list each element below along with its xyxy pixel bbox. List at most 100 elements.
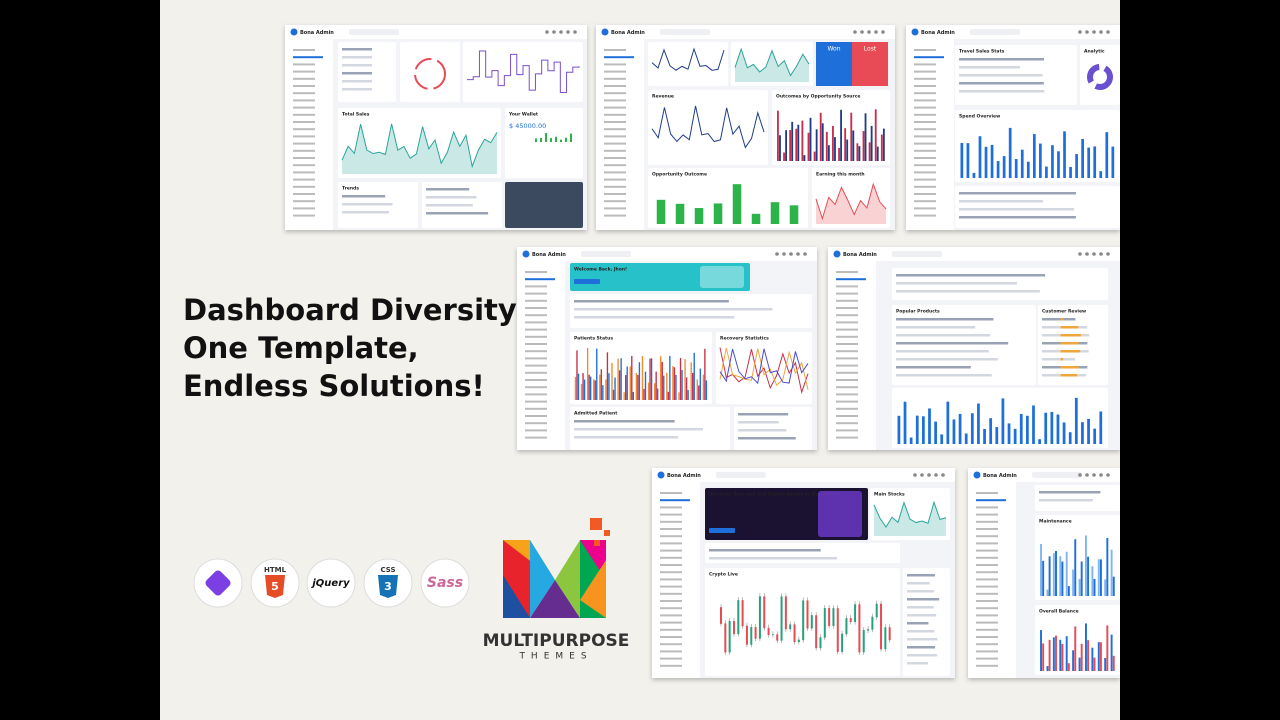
decor-bar xyxy=(832,125,834,161)
decor-bar xyxy=(1002,156,1006,178)
decor-candle xyxy=(776,634,779,641)
decor-bar xyxy=(663,375,665,400)
sidebar-item xyxy=(914,128,936,131)
sidebar-item xyxy=(914,193,936,195)
sidebar-item xyxy=(604,77,626,80)
decor-row xyxy=(959,192,1077,195)
sidebar-item xyxy=(525,299,547,302)
decor-candle xyxy=(720,607,722,624)
sidebar-item xyxy=(914,85,936,87)
decor-bar xyxy=(699,368,701,400)
brand-tagline: THEMES xyxy=(518,652,592,662)
decor-bar xyxy=(1104,657,1107,671)
decor-bar xyxy=(681,370,683,400)
decor-row xyxy=(896,274,1046,277)
sidebar-item xyxy=(836,379,858,381)
decor-bar xyxy=(1099,642,1102,671)
sidebar-item xyxy=(976,628,998,631)
sidebar-item xyxy=(660,492,682,494)
sidebar-item xyxy=(604,200,626,203)
decor-candle xyxy=(780,596,783,641)
decor-bar xyxy=(1075,154,1078,178)
decor-row xyxy=(342,72,372,75)
decor-bar xyxy=(1013,428,1017,444)
decor-bar xyxy=(582,373,584,400)
decor-bar xyxy=(614,377,616,400)
decor-bar xyxy=(602,385,604,400)
decor-candle xyxy=(771,634,774,636)
panel-title: Admitted Patient xyxy=(574,411,618,417)
decor-bar xyxy=(984,146,988,178)
decor-bar xyxy=(618,370,621,400)
dashboard-screenshot: Bona Admin Travel Sales Stats Analytic Spen… xyxy=(906,25,1120,230)
sidebar-item xyxy=(976,614,998,617)
decor-bar xyxy=(1091,647,1094,671)
decor-bar xyxy=(1062,422,1066,444)
header-icon xyxy=(853,30,857,34)
decor-bar xyxy=(978,136,982,178)
decor-bar xyxy=(903,401,907,444)
header-icon xyxy=(1106,30,1110,34)
sidebar-item xyxy=(660,643,682,646)
panel-title: Total Sales xyxy=(342,112,370,118)
header-icon xyxy=(1092,30,1096,34)
decor-row xyxy=(896,334,991,337)
search-box xyxy=(581,251,631,257)
header-icon xyxy=(941,473,945,477)
decor-area xyxy=(342,123,497,174)
decor-bar xyxy=(1060,350,1081,353)
sidebar-item xyxy=(914,77,936,80)
panel-title: Welcome Back, Jhon! xyxy=(574,267,627,273)
decor-bar xyxy=(1059,556,1062,596)
decor-bar xyxy=(1081,139,1084,178)
sidebar-item xyxy=(293,207,315,210)
won-label: Won xyxy=(827,46,840,53)
panel-title: Earning this month xyxy=(816,172,865,178)
decor-bar xyxy=(915,415,919,444)
decor-row xyxy=(907,606,934,609)
decor-bar xyxy=(1038,439,1041,444)
decor-row xyxy=(907,630,935,633)
decor-bar xyxy=(1106,625,1109,671)
decor-line xyxy=(651,47,725,71)
sidebar-item xyxy=(660,528,682,530)
sidebar-item xyxy=(525,400,547,403)
decor-bar xyxy=(838,148,840,161)
decor-bar xyxy=(617,358,619,400)
sidebar-item xyxy=(836,271,858,273)
header-icon xyxy=(867,30,871,34)
sidebar-item xyxy=(604,142,626,145)
search-box xyxy=(970,29,1020,35)
sidebar-item xyxy=(836,386,858,389)
logo-icon xyxy=(290,28,298,36)
decor-bar xyxy=(928,408,931,444)
sidebar-item xyxy=(660,564,682,566)
decor-candle xyxy=(841,633,844,652)
decor-line xyxy=(467,50,580,94)
decor-bar xyxy=(989,418,993,444)
decor-bar xyxy=(692,372,694,400)
decor-bar xyxy=(990,144,994,178)
decor-bar xyxy=(934,421,937,444)
decor-bar xyxy=(1061,643,1064,671)
decor-bar xyxy=(1091,566,1094,596)
sidebar-item xyxy=(293,178,315,181)
decor-bar xyxy=(1084,623,1087,671)
sidebar-item xyxy=(660,571,682,574)
decor-donut xyxy=(414,58,446,90)
decor-row xyxy=(896,366,971,369)
sidebar-item xyxy=(660,621,682,624)
sidebar-item xyxy=(914,70,936,73)
decor-bar xyxy=(1040,630,1042,671)
logo-icon xyxy=(911,28,919,36)
decor-bar xyxy=(1081,422,1084,444)
decor-bar xyxy=(656,388,659,400)
sidebar-item xyxy=(976,621,998,624)
decor-line xyxy=(341,123,498,169)
decor-bar xyxy=(626,366,628,400)
header-icon xyxy=(1085,473,1089,477)
decor-bar xyxy=(608,373,610,400)
decor-bar xyxy=(1026,161,1030,178)
sidebar-item xyxy=(836,314,858,317)
